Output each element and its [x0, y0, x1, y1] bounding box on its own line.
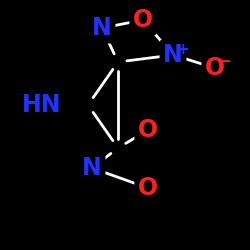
- Text: HN: HN: [22, 93, 62, 117]
- Text: N: N: [92, 16, 112, 40]
- Text: N: N: [163, 43, 183, 67]
- Text: O: O: [138, 176, 158, 200]
- Text: −: −: [218, 54, 232, 70]
- Text: O: O: [138, 118, 158, 142]
- Text: +: +: [176, 42, 190, 56]
- Text: N: N: [82, 156, 102, 180]
- Text: O: O: [205, 56, 225, 80]
- Text: O: O: [133, 8, 153, 32]
